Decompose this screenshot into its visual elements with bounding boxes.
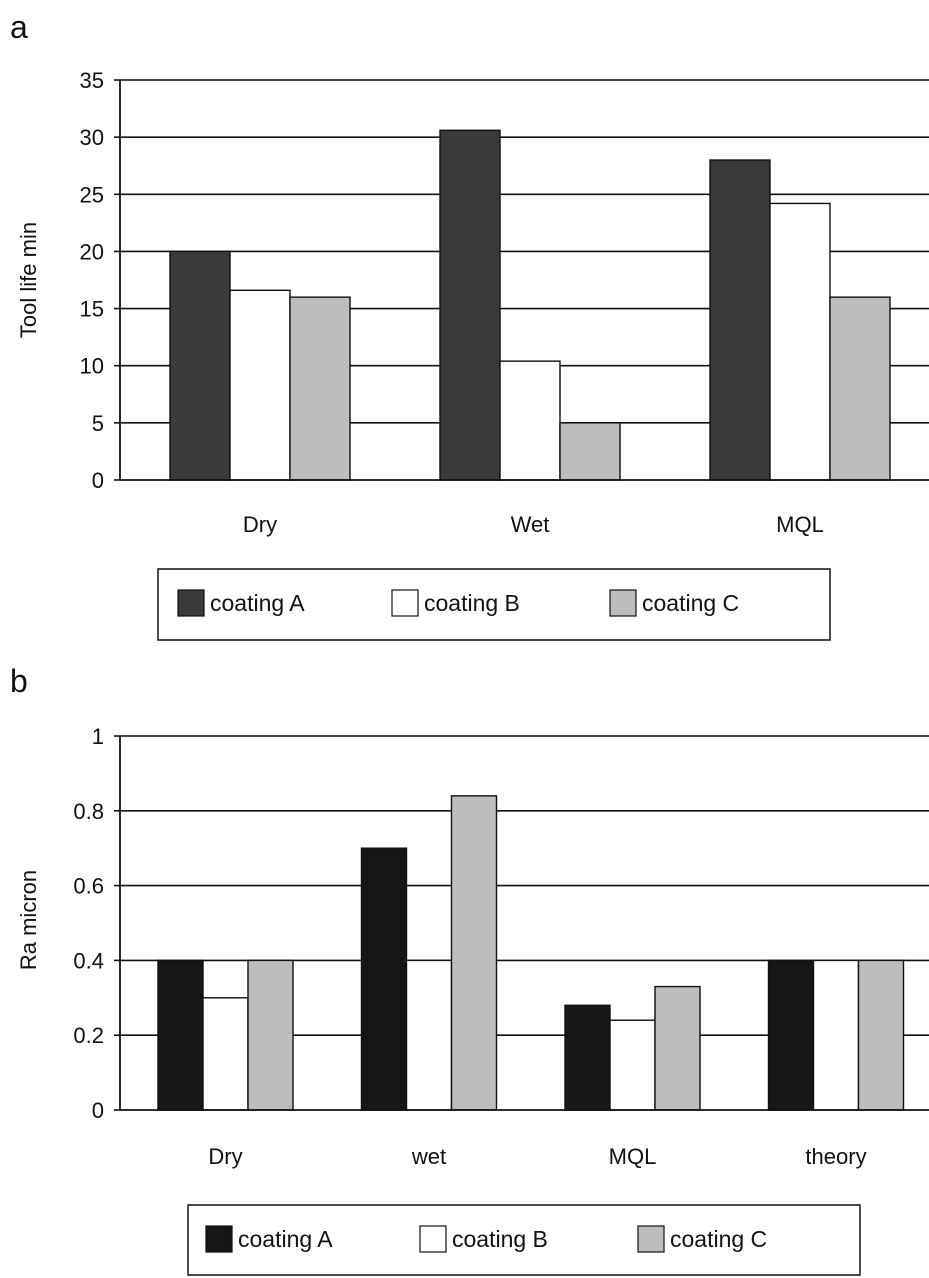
panel-a-legend: coating A coating B coating C	[157, 568, 831, 641]
panel-b-bar-mql-coating-b	[609, 1019, 656, 1111]
panel-b-legend-label-coating-b: coating B	[452, 1226, 548, 1252]
panel-b: b Ra micron 0 0.2 0.4 0.6 0.8 1 Dry wet MQL theo…	[10, 663, 929, 1276]
panel-b-x-category-label: MQL	[609, 1144, 657, 1169]
panel-b-legend-label-coating-a: coating A	[238, 1226, 333, 1252]
panel-a-y-axis-title: Tool life min	[16, 222, 41, 338]
panel-b-bar-dry-coating-c	[247, 959, 294, 1111]
panel-a-letter: a	[10, 9, 28, 45]
panel-b-axes	[119, 736, 929, 1111]
panel-b-legend: coating A coating B coating C	[187, 1204, 861, 1276]
panel-a-legend-label-coating-c: coating C	[642, 590, 739, 616]
panel-b-y-tick-label: 0.4	[73, 948, 104, 973]
panel-b-letter: b	[10, 663, 28, 699]
panel-a-x-category-label: Dry	[243, 512, 277, 537]
panel-a-bar-wet-coating-c	[559, 422, 621, 481]
panel-b-y-ticks: 0 0.2 0.4 0.6 0.8 1	[73, 724, 120, 1123]
panel-a-bar-wet-coating-b	[499, 360, 561, 481]
panel-b-y-tick-label: 0.8	[73, 799, 104, 824]
panel-a-legend-swatch-coating-a	[177, 589, 205, 617]
panel-a-bar-mql-coating-a	[709, 159, 771, 481]
panel-b-bar-theory-coating-a	[767, 959, 815, 1111]
panel-a: a Tool life min 0 5 10 15 20 25 30 35 Dry Wet MQL…	[10, 9, 929, 641]
panel-a-legend-box	[157, 568, 831, 641]
panel-a-x-category-label: MQL	[776, 512, 824, 537]
panel-b-y-tick-label: 0.6	[73, 874, 104, 899]
panel-a-y-tick-label: 0	[92, 468, 104, 493]
panel-b-y-tick-label: 0	[92, 1098, 104, 1123]
panel-b-bar-wet-coating-b	[405, 959, 453, 1111]
panel-b-x-category-label: Dry	[208, 1144, 242, 1169]
panel-b-x-category-label: theory	[805, 1144, 866, 1169]
panel-b-bar-wet-coating-a	[360, 847, 408, 1111]
panel-a-bar-wet-coating-a	[439, 129, 501, 481]
panel-b-y-tick-label: 0.2	[73, 1023, 104, 1048]
panel-b-bar-mql-coating-c	[654, 985, 701, 1111]
panel-a-x-categories: Dry Wet MQL	[243, 512, 824, 537]
panel-a-x-category-label: Wet	[511, 512, 550, 537]
panel-b-bar-theory-coating-b	[812, 959, 860, 1111]
panel-b-legend-swatch-coating-b	[419, 1225, 447, 1253]
panel-a-y-tick-label: 30	[80, 125, 104, 150]
panel-b-legend-swatch-coating-a	[205, 1225, 233, 1253]
panel-b-x-categories: Dry wet MQL theory	[208, 1144, 866, 1169]
panel-b-y-tick-label: 1	[92, 724, 104, 749]
panel-a-bar-dry-coating-a	[169, 250, 231, 481]
panel-a-legend-swatch-coating-c	[609, 589, 637, 617]
panel-b-bar-dry-coating-b	[202, 997, 249, 1111]
panel-b-bars	[157, 795, 905, 1111]
panel-a-bar-dry-coating-c	[289, 296, 351, 481]
panel-a-y-tick-label: 10	[80, 354, 104, 379]
panel-b-legend-box	[187, 1204, 861, 1276]
panel-a-axes	[119, 80, 929, 481]
panel-b-legend-swatch-coating-c	[637, 1225, 665, 1253]
panel-b-bar-theory-coating-c	[857, 959, 905, 1111]
panel-a-bars	[169, 129, 891, 481]
panel-a-y-tick-label: 20	[80, 239, 104, 264]
panel-b-y-axis-title: Ra micron	[16, 870, 41, 970]
panel-a-y-tick-label: 15	[80, 297, 104, 322]
panel-a-legend-swatch-coating-b	[391, 589, 419, 617]
panel-a-bar-mql-coating-b	[769, 202, 831, 481]
panel-b-legend-label-coating-c: coating C	[670, 1226, 767, 1252]
panel-a-y-tick-label: 25	[80, 182, 104, 207]
panel-a-legend-label-coating-b: coating B	[424, 590, 520, 616]
panel-a-bar-mql-coating-c	[829, 296, 891, 481]
panel-b-bar-mql-coating-a	[564, 1004, 611, 1111]
panel-b-bar-wet-coating-c	[450, 795, 498, 1111]
panel-b-bar-dry-coating-a	[157, 959, 204, 1111]
panel-a-y-tick-label: 35	[80, 68, 104, 93]
panel-a-y-tick-label: 5	[92, 411, 104, 436]
panel-a-legend-label-coating-a: coating A	[210, 590, 305, 616]
panel-b-x-category-label: wet	[411, 1144, 446, 1169]
panel-a-y-ticks: 0 5 10 15 20 25 30 35	[80, 68, 120, 493]
panel-a-bar-dry-coating-b	[229, 289, 291, 481]
